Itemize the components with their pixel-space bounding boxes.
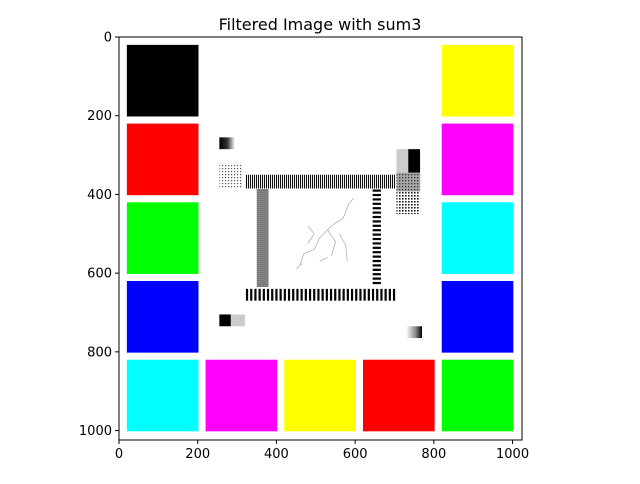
feature-stripe-bar-left bbox=[256, 189, 269, 287]
color-patch-green-left bbox=[126, 202, 199, 274]
feature-stripe-bar-right bbox=[372, 189, 381, 285]
feature-checker-block-top-right bbox=[396, 149, 421, 173]
color-patch-magenta-right bbox=[441, 123, 514, 196]
feature-gradient-marker-top-left bbox=[219, 137, 236, 150]
axes-frame bbox=[118, 36, 523, 441]
chart-title: Filtered Image with sum3 bbox=[219, 15, 422, 34]
feature-edge-sketch-center bbox=[295, 198, 354, 270]
x-tick-label: 400 bbox=[264, 447, 289, 462]
color-patch-magenta-bottom bbox=[205, 359, 278, 432]
y-tick-label: 0 bbox=[104, 31, 112, 46]
color-patch-blue-left bbox=[126, 281, 199, 353]
feature-gradient-marker-bottom-right bbox=[406, 326, 423, 339]
x-tick-label: 1000 bbox=[496, 447, 529, 462]
y-axis: 0 200 400 600 800 1000 bbox=[79, 31, 119, 439]
x-tick-label: 0 bbox=[115, 447, 123, 462]
y-tick-label: 400 bbox=[87, 188, 112, 203]
x-tick-label: 600 bbox=[343, 447, 368, 462]
y-tick-label: 1000 bbox=[79, 424, 112, 439]
color-patch-cyan-right bbox=[441, 202, 514, 274]
feature-gradient-marker-bottom-left bbox=[219, 314, 245, 327]
color-patch-blue-right bbox=[441, 281, 514, 353]
color-patch-green-bottom-right bbox=[441, 359, 514, 432]
y-tick-label: 200 bbox=[87, 109, 112, 124]
color-patch-red-bottom bbox=[363, 359, 435, 432]
color-patch-black-top-left bbox=[126, 44, 199, 117]
color-patch-yellow-bottom bbox=[284, 359, 356, 432]
x-tick-label: 800 bbox=[421, 447, 446, 462]
feature-stripe-bar-top bbox=[245, 174, 395, 189]
feature-dot-texture-left bbox=[219, 162, 243, 189]
y-tick-label: 800 bbox=[87, 345, 112, 360]
feature-dot-texture-right bbox=[396, 172, 421, 215]
color-patch-red-left bbox=[126, 123, 199, 196]
image-layer bbox=[126, 44, 514, 432]
color-patch-cyan-bottom-left bbox=[126, 359, 199, 432]
y-tick-label: 600 bbox=[87, 267, 112, 282]
feature-stripe-bar-bottom bbox=[245, 288, 396, 301]
x-axis: 0 200 400 600 800 1000 bbox=[115, 440, 529, 462]
x-tick-label: 200 bbox=[185, 447, 210, 462]
color-patch-yellow-top-right bbox=[441, 44, 514, 117]
